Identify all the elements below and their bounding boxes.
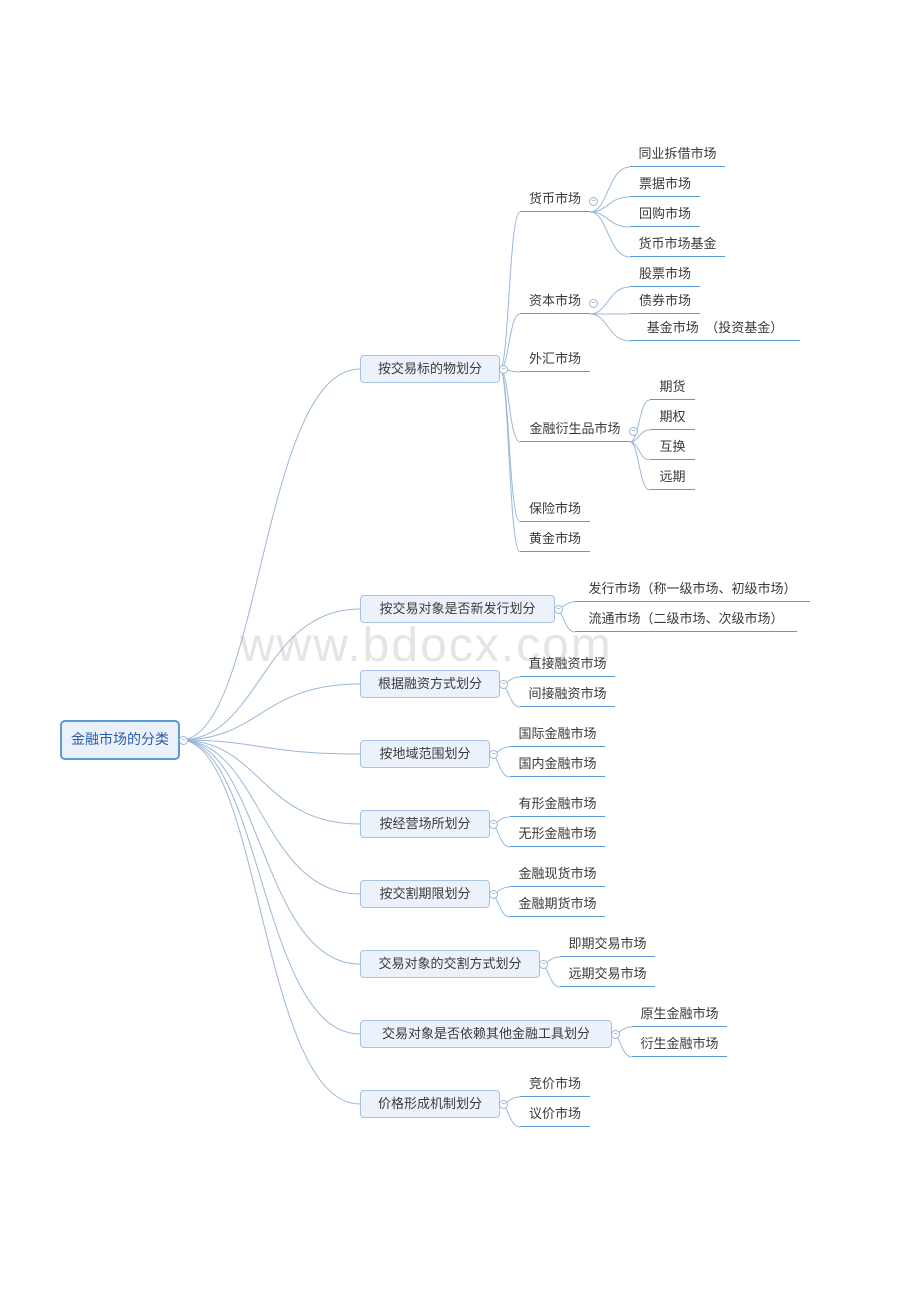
collapse-toggle-icon[interactable]: − <box>499 1100 508 1109</box>
leaf-node[interactable]: 期货 <box>650 378 695 400</box>
leaf-node[interactable]: 回购市场 <box>630 205 700 227</box>
leaf-node[interactable]: 间接融资市场 <box>520 685 615 707</box>
leaf-node[interactable]: 远期交易市场 <box>560 965 655 987</box>
sub-node[interactable]: 黄金市场 <box>520 530 590 552</box>
sub-node[interactable]: 资本市场 <box>520 292 590 314</box>
collapse-toggle-icon[interactable]: − <box>179 736 188 745</box>
leaf-node[interactable]: 国际金融市场 <box>510 725 605 747</box>
leaf-node[interactable]: 期权 <box>650 408 695 430</box>
collapse-toggle-icon[interactable]: − <box>489 890 498 899</box>
sub-node[interactable]: 保险市场 <box>520 500 590 522</box>
branch-node[interactable]: 按交割期限划分 <box>360 880 490 908</box>
leaf-node[interactable]: 原生金融市场 <box>632 1005 727 1027</box>
leaf-node[interactable]: 有形金融市场 <box>510 795 605 817</box>
collapse-toggle-icon[interactable]: − <box>589 299 598 308</box>
leaf-node[interactable]: 货币市场基金 <box>630 235 725 257</box>
branch-node[interactable]: 按经营场所划分 <box>360 810 490 838</box>
branch-node[interactable]: 按地域范围划分 <box>360 740 490 768</box>
branch-node[interactable]: 交易对象是否依赖其他金融工具划分 <box>360 1020 612 1048</box>
leaf-node[interactable]: 直接融资市场 <box>520 655 615 677</box>
leaf-node[interactable]: 竞价市场 <box>520 1075 590 1097</box>
collapse-toggle-icon[interactable]: − <box>589 197 598 206</box>
collapse-toggle-icon[interactable]: − <box>489 750 498 759</box>
branch-node[interactable]: 按交易对象是否新发行划分 <box>360 595 555 623</box>
sub-node[interactable]: 金融衍生品市场 <box>520 420 630 442</box>
leaf-node[interactable]: 国内金融市场 <box>510 755 605 777</box>
branch-node[interactable]: 根据融资方式划分 <box>360 670 500 698</box>
leaf-node[interactable]: 议价市场 <box>520 1105 590 1127</box>
leaf-node[interactable]: 无形金融市场 <box>510 825 605 847</box>
branch-node[interactable]: 按交易标的物划分 <box>360 355 500 383</box>
leaf-node[interactable]: 股票市场 <box>630 265 700 287</box>
leaf-node[interactable]: 金融现货市场 <box>510 865 605 887</box>
collapse-toggle-icon[interactable]: − <box>611 1030 620 1039</box>
collapse-toggle-icon[interactable]: − <box>499 680 508 689</box>
leaf-node[interactable]: 债券市场 <box>630 292 700 314</box>
leaf-node[interactable]: 即期交易市场 <box>560 935 655 957</box>
root-node[interactable]: 金融市场的分类 <box>60 720 180 760</box>
collapse-toggle-icon[interactable]: − <box>539 960 548 969</box>
leaf-node[interactable]: 流通市场（二级市场、次级市场） <box>575 610 797 632</box>
sub-node[interactable]: 外汇市场 <box>520 350 590 372</box>
leaf-node[interactable]: 同业拆借市场 <box>630 145 725 167</box>
leaf-node[interactable]: 票据市场 <box>630 175 700 197</box>
leaf-node[interactable]: 金融期货市场 <box>510 895 605 917</box>
leaf-node[interactable]: 发行市场（称一级市场、初级市场） <box>575 580 810 602</box>
collapse-toggle-icon[interactable]: − <box>489 820 498 829</box>
branch-node[interactable]: 价格形成机制划分 <box>360 1090 500 1118</box>
mindmap-canvas: www.bdocx.com 金融市场的分类按交易标的物划分按交易对象是否新发行划… <box>0 0 920 1302</box>
leaf-node[interactable]: 远期 <box>650 468 695 490</box>
branch-node[interactable]: 交易对象的交割方式划分 <box>360 950 540 978</box>
leaf-node[interactable]: 衍生金融市场 <box>632 1035 727 1057</box>
sub-node[interactable]: 货币市场 <box>520 190 590 212</box>
collapse-toggle-icon[interactable]: − <box>629 427 638 436</box>
collapse-toggle-icon[interactable]: − <box>499 365 508 374</box>
leaf-node[interactable]: 互换 <box>650 438 695 460</box>
leaf-node[interactable]: 基金市场 （投资基金） <box>630 319 800 341</box>
collapse-toggle-icon[interactable]: − <box>554 605 563 614</box>
